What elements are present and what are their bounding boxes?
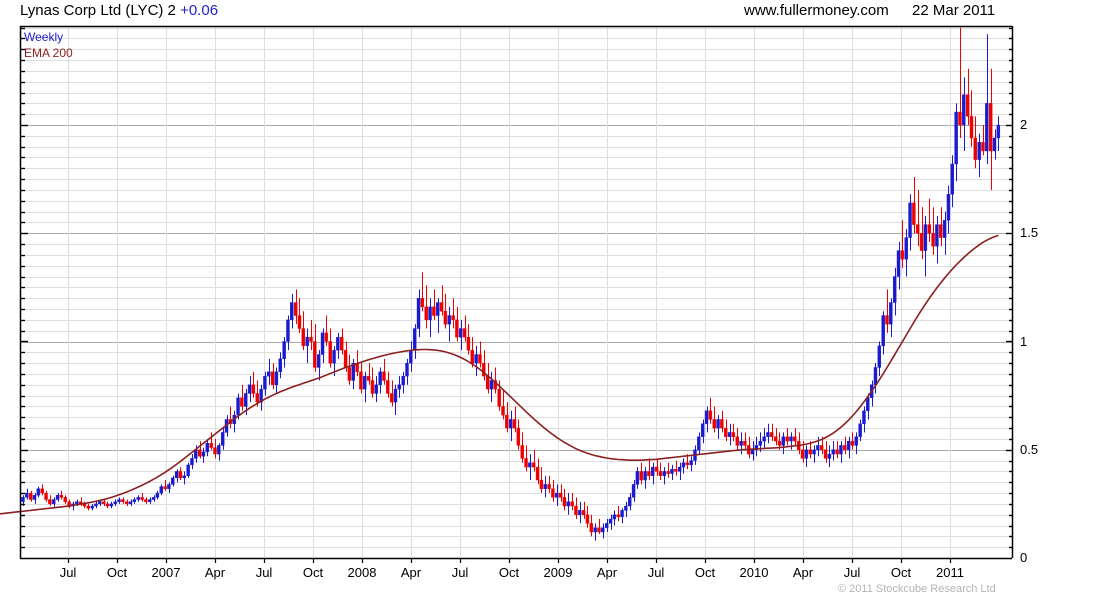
legend-series-weekly: Weekly	[24, 30, 64, 44]
legend-overlay-ema: EMA 200	[24, 46, 73, 60]
axis-ticks	[21, 27, 1013, 563]
copyright-notice: © 2011 Stockcube Research Ltd	[838, 583, 996, 595]
y-axis-tick-label: 1	[1020, 333, 1028, 349]
x-axis-tick-label: Jul	[843, 565, 861, 580]
instrument-title-text: Lynas Corp Ltd (LYC) 2	[20, 2, 181, 19]
instrument-title: Lynas Corp Ltd (LYC) 2 +0.06	[20, 2, 218, 20]
x-axis-tick-label: Apr	[792, 565, 814, 580]
x-axis-tick-label: Oct	[890, 565, 912, 580]
ema-200-line	[0, 234, 999, 515]
x-axis-tick-label: Oct	[302, 565, 324, 580]
x-axis-tick-label: 2009	[543, 565, 573, 580]
x-axis-tick-label: 2008	[347, 565, 377, 580]
grid-minor-horizontal	[20, 28, 1012, 548]
x-axis-tick-label: Oct	[694, 565, 716, 580]
y-axis-tick-label: 0.5	[1020, 441, 1039, 457]
x-axis-tick-label: Oct	[498, 565, 520, 580]
axis-frame	[19, 25, 1014, 560]
x-axis-tick-label: Jul	[451, 565, 469, 580]
y-axis-tick-label: 1.5	[1020, 225, 1039, 241]
x-axis-tick-label: Jul	[59, 565, 77, 580]
price-change: +0.06	[180, 2, 219, 19]
x-axis-tick-label: Apr	[596, 565, 618, 580]
x-axis-tick-label: 2010	[739, 565, 769, 580]
x-axis-tick-label: 2007	[151, 565, 181, 580]
x-axis-tick-label: Oct	[106, 565, 128, 580]
grid-major-horizontal	[20, 125, 1012, 451]
x-axis-tick-label: Apr	[204, 565, 226, 580]
x-axis-tick-label: Jul	[255, 565, 273, 580]
y-axis-tick-label: 2	[1020, 117, 1028, 132]
chart-date: 22 Mar 2011	[912, 2, 996, 19]
website-label: www.fullermoney.com	[744, 2, 889, 19]
candlestick-series	[21, 27, 1001, 541]
x-axis-tick-label: Apr	[400, 565, 422, 580]
x-axis-tick-label: Jul	[647, 565, 665, 580]
grid-vertical	[68, 26, 951, 558]
y-axis-tick-label: 0	[1020, 550, 1028, 565]
x-axis-tick-label: 2011	[936, 565, 964, 580]
